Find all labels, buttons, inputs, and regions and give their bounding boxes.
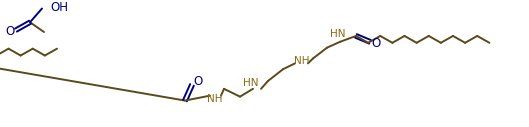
Text: O: O [371,37,381,50]
Text: NH: NH [207,94,223,104]
Text: HN: HN [330,29,346,39]
Text: O: O [5,25,15,38]
Text: OH: OH [50,1,68,14]
Text: O: O [194,75,203,89]
Text: HN: HN [243,78,259,88]
Text: NH: NH [294,56,310,66]
